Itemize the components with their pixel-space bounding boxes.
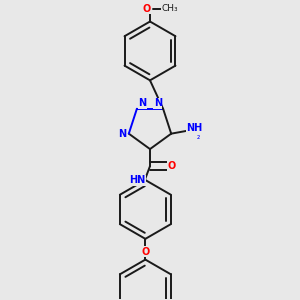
Text: N: N [138, 98, 146, 108]
Text: O: O [167, 161, 176, 171]
Text: ₂: ₂ [197, 132, 200, 141]
Text: CH₃: CH₃ [162, 4, 178, 13]
Text: N: N [154, 98, 162, 108]
Text: NH: NH [186, 123, 203, 133]
Text: O: O [143, 4, 151, 14]
Text: O: O [141, 247, 149, 257]
Text: HN: HN [130, 175, 146, 185]
Text: N: N [118, 129, 126, 139]
